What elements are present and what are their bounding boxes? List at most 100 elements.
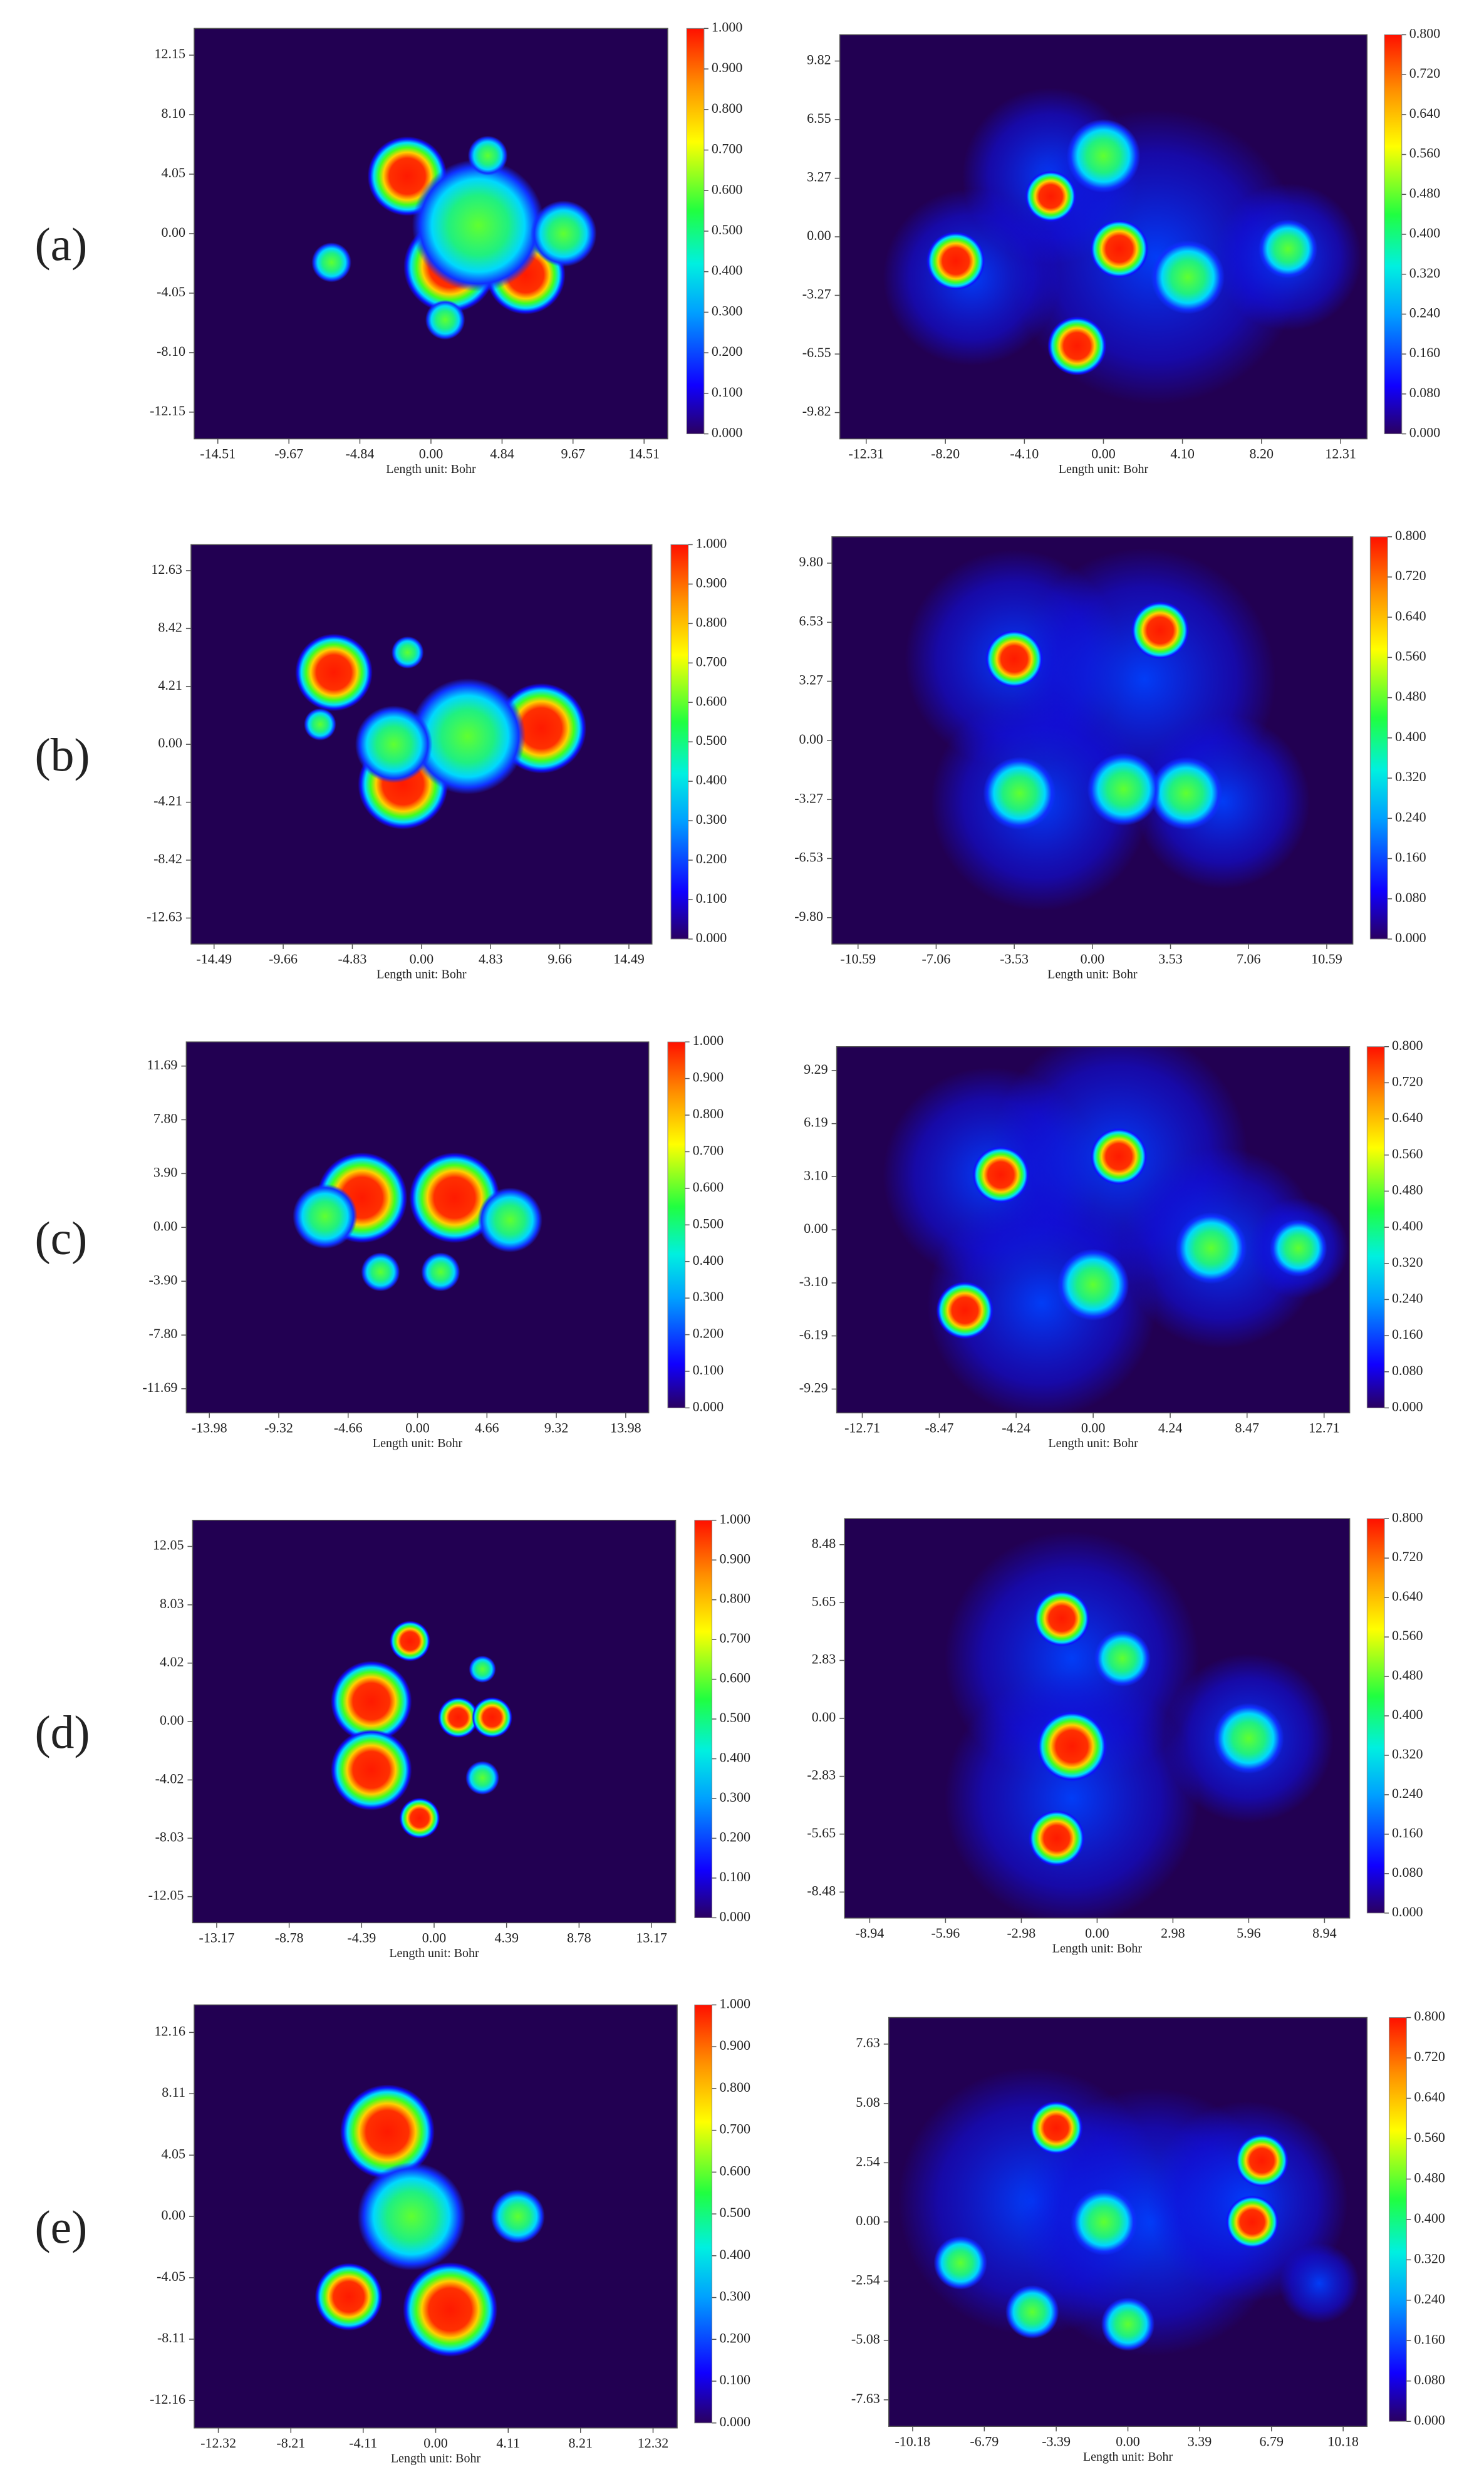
x-tick-label: 8.21 [568, 2435, 593, 2451]
x-axis-label: Length unit: Bohr [1059, 462, 1149, 476]
x-axis-label: Length unit: Bohr [1083, 2450, 1173, 2464]
colorbar-tick-label: 0.000 [693, 1398, 724, 1414]
y-tick-label: -7.80 [149, 1326, 178, 1341]
colorbar-tick-label: 0.600 [712, 181, 743, 197]
y-tick-label: 3.90 [153, 1164, 178, 1180]
y-tick-label: 12.15 [154, 46, 185, 61]
y-tick-label: 3.27 [807, 169, 831, 185]
density-blob [409, 678, 526, 795]
colorbar-tick-label: 0.000 [720, 1908, 751, 1924]
x-tick-label: 4.39 [494, 1929, 519, 1945]
x-tick-label: -13.98 [192, 1420, 227, 1435]
colorbar-tick-label: 0.700 [720, 2121, 751, 2137]
colorbar-tick-label: 0.800 [1414, 2008, 1445, 2024]
y-tick-label: -4.05 [157, 284, 185, 299]
colorbar-tick-label: 0.720 [1392, 1073, 1423, 1089]
x-axis-label: Length unit: Bohr [389, 1946, 479, 1960]
density-map [883, 87, 1362, 405]
colorbar-tick-label: 0.320 [1414, 2250, 1445, 2266]
colorbar-tick-label: 0.080 [1392, 1864, 1423, 1880]
density-blob [314, 2263, 383, 2331]
colorbar-tick-label: 0.900 [720, 1550, 751, 1566]
density-blob [357, 2162, 466, 2271]
density-blob [421, 1252, 460, 1292]
y-tick-label: -3.27 [802, 286, 831, 301]
y-tick-label: 8.03 [160, 1596, 184, 1611]
colorbar-tick-label: 0.300 [693, 1289, 724, 1304]
y-tick-label: -9.82 [802, 403, 831, 419]
y-tick-label: -2.83 [807, 1767, 836, 1783]
y-tick-label: 0.00 [807, 227, 831, 243]
x-tick-label: -4.39 [347, 1929, 376, 1945]
y-tick-label: -5.65 [807, 1825, 836, 1841]
density-blob [926, 1188, 1157, 1413]
colorbar-tick-label: 1.000 [693, 1032, 724, 1048]
x-tick-label: 4.24 [1158, 1420, 1183, 1435]
colorbar-tick-label: 0.800 [712, 100, 743, 116]
density-blob [1070, 2188, 1138, 2256]
y-tick-label: 12.05 [153, 1537, 184, 1553]
y-tick-label: 3.27 [799, 672, 824, 688]
density-blob [933, 2236, 988, 2290]
colorbar-tick-label: 0.200 [693, 1326, 724, 1341]
density-map [293, 1152, 542, 1292]
colorbar-tick-label: 0.400 [696, 772, 727, 787]
y-tick-label: -9.29 [799, 1379, 828, 1395]
density-blob [1025, 170, 1077, 222]
y-tick-label: 8.10 [161, 105, 185, 121]
density-blob [926, 231, 985, 291]
x-tick-label: 13.17 [636, 1929, 667, 1945]
y-tick-label: 12.63 [151, 561, 182, 577]
y-tick-label: 0.00 [804, 1220, 828, 1236]
density-blob [1213, 1703, 1284, 1774]
x-tick-label: 0.00 [405, 1420, 430, 1435]
colorbar-tick-label: 0.000 [1414, 2412, 1445, 2427]
y-tick-label: 0.00 [161, 2207, 185, 2223]
colorbar-tick-label: 0.720 [1409, 65, 1441, 81]
density-blob [390, 1621, 430, 1661]
x-axis-label: Length unit: Bohr [373, 1436, 463, 1450]
colorbar-tick-label: 0.000 [1409, 425, 1441, 440]
colorbar-tick-label: 0.000 [712, 425, 743, 440]
y-tick-label: -3.90 [149, 1272, 178, 1287]
colorbar-tick-label: 0.600 [696, 693, 727, 709]
x-tick-label: -4.84 [346, 446, 375, 462]
y-tick-label: -4.21 [153, 793, 182, 809]
colorbar-tick-label: 0.640 [1414, 2089, 1445, 2105]
colorbar-tick-label: 0.500 [712, 222, 743, 237]
x-axis-label: Length unit: Bohr [386, 462, 476, 476]
x-tick-label: -4.66 [334, 1420, 363, 1435]
y-tick-label: 5.08 [856, 2094, 880, 2110]
colorbar-tick-label: 0.100 [712, 384, 743, 400]
x-tick-label: -4.83 [338, 951, 367, 967]
density-blob [477, 1187, 542, 1253]
colorbar-tick-label: 0.160 [1414, 2331, 1445, 2347]
colorbar-tick-label: 1.000 [712, 19, 743, 34]
x-tick-label: -13.17 [199, 1929, 235, 1945]
density-blob [425, 299, 465, 340]
y-tick-label: 12.16 [154, 2023, 185, 2038]
colorbar-tick-label: 0.320 [1392, 1746, 1423, 1762]
density-blob [972, 1146, 1030, 1204]
y-tick-label: -7.63 [851, 2391, 880, 2406]
density-blob [1089, 219, 1149, 279]
colorbar-tick-label: 1.000 [720, 1511, 751, 1527]
colorbar-tick-label: 0.160 [1392, 1825, 1423, 1841]
colorbar-tick-label: 0.100 [693, 1362, 724, 1378]
density-blob [355, 705, 433, 783]
x-tick-label: -7.06 [922, 951, 951, 967]
y-tick-label: 0.00 [161, 224, 185, 240]
colorbar-tick-label: 0.160 [1395, 849, 1426, 865]
y-tick-label: -8.03 [155, 1829, 184, 1844]
colorbar-tick-label: 0.320 [1409, 265, 1441, 281]
density-blob [1029, 2101, 1083, 2155]
density-blob [1269, 1219, 1327, 1277]
density-blob [361, 1252, 400, 1292]
density-blob [330, 1729, 412, 1810]
y-tick-label: -11.69 [142, 1379, 177, 1395]
colorbar-tick-label: 0.500 [720, 2204, 751, 2220]
x-tick-label: -14.49 [196, 951, 232, 967]
x-axis-label: Length unit: Bohr [391, 2451, 481, 2465]
density-blob [1033, 1590, 1091, 1647]
density-blob [1131, 601, 1190, 660]
